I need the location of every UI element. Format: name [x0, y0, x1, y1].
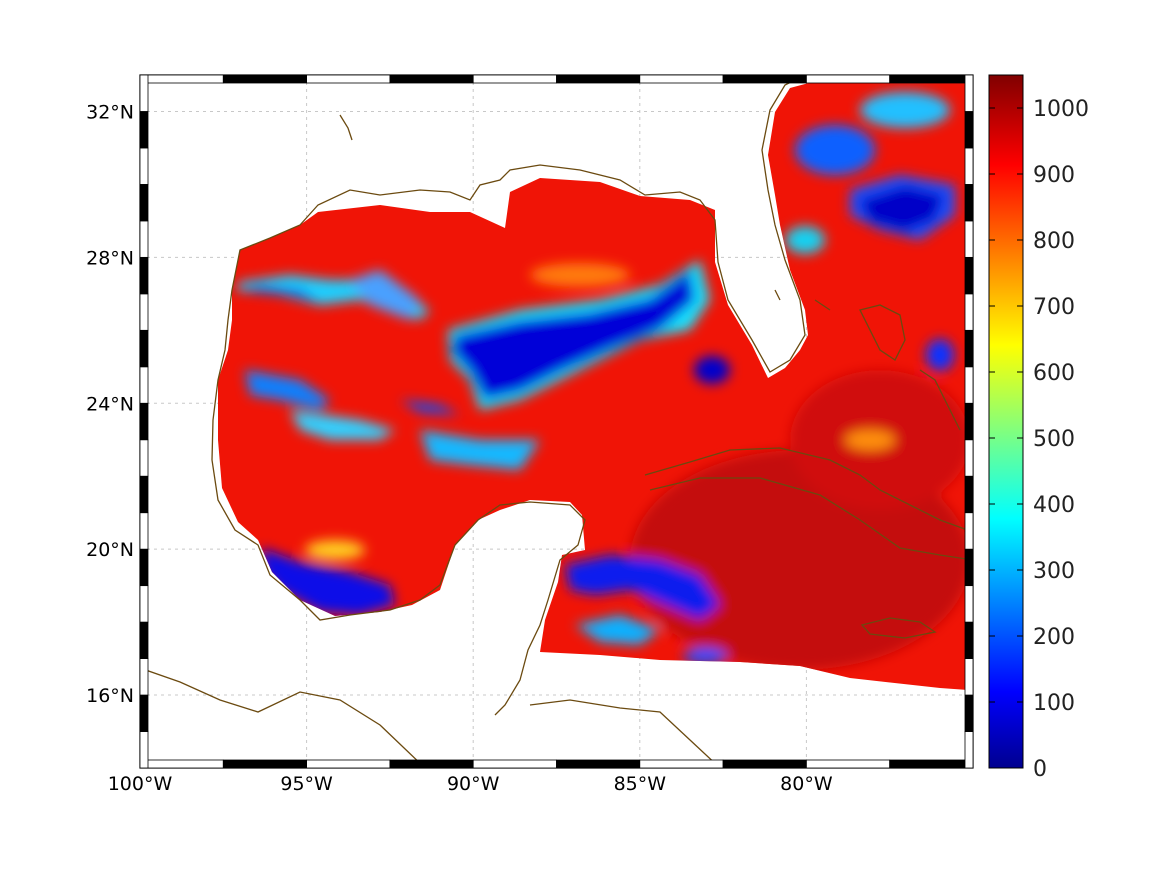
colorbar-ticks: 0 100 200 300 400 500 600 700 800 900 1000 — [989, 97, 1089, 782]
lon-tick-label-1: 95°W — [280, 773, 333, 795]
colorbar-gradient — [988, 74, 1024, 769]
lat-tick-label-1: 20°N — [86, 539, 134, 561]
frame-left-segment — [139, 256, 149, 295]
frame-right-segment — [964, 293, 974, 331]
lat-tick-label-2: 24°N — [86, 393, 134, 415]
colorbar-tick-label-6: 600 — [1033, 361, 1075, 386]
frame-right-segment — [964, 475, 974, 514]
lon-tick-label-2: 90°W — [447, 773, 500, 795]
frame-right-segment — [964, 731, 974, 769]
frame-bottom-segment — [306, 759, 391, 769]
lon-tick-label-3: 85°W — [614, 773, 667, 795]
frame-bottom-segment — [889, 759, 974, 769]
frame-left-segment — [139, 658, 149, 696]
frame-left-segment — [139, 293, 149, 331]
frame-left-segment — [139, 512, 149, 550]
colorbar-tick-label-5: 500 — [1033, 427, 1075, 452]
frame-left-segment — [139, 74, 149, 112]
lat-tick-label-3: 28°N — [86, 247, 134, 269]
frame-bottom-segment — [472, 759, 557, 769]
frame-right-segment — [964, 585, 974, 623]
frame-left-segment — [139, 439, 149, 477]
coastline — [140, 75, 973, 768]
frame-top-segment — [556, 74, 641, 84]
frame-left-segment — [139, 220, 149, 258]
frame-left-segment — [139, 731, 149, 769]
frame-top-segment — [806, 74, 891, 84]
frame-bottom-segment — [639, 759, 724, 769]
lon-tick-label-0: 100°W — [108, 773, 173, 795]
lat-tick-label-0: 16°N — [86, 685, 134, 707]
frame-top-segment — [889, 74, 974, 84]
frame-top-segment — [139, 74, 224, 84]
frame-top-segment — [472, 74, 557, 84]
frame-right-segment — [964, 111, 974, 149]
frame-right-segment — [964, 621, 974, 659]
frame-left-segment — [139, 111, 149, 149]
frame-right-segment — [964, 402, 974, 441]
frame-right-segment — [964, 184, 974, 222]
lat-tick-label-4: 32°N — [86, 101, 134, 123]
colorbar-tick-label-7: 700 — [1033, 295, 1075, 320]
frame-right-segment — [964, 329, 974, 368]
frame-right-segment — [964, 256, 974, 295]
frame-left-segment — [139, 402, 149, 441]
frame-right-segment — [964, 512, 974, 550]
frame-left-segment — [139, 548, 149, 587]
colorbar-tick-label-4: 400 — [1033, 493, 1075, 518]
frame-bottom-segment — [389, 759, 474, 769]
lon-tick-label-4: 80°W — [780, 773, 833, 795]
frame-left-segment — [139, 147, 149, 185]
colorbar-tick-label-3: 300 — [1033, 559, 1075, 584]
colorbar-tick-label-0: 0 — [1033, 757, 1047, 782]
frame-left-segment — [139, 621, 149, 659]
frame-right-segment — [964, 658, 974, 696]
colorbar: 0 100 200 300 400 500 600 700 800 900 1000 — [988, 74, 1089, 782]
colorbar-tick-label-8: 800 — [1033, 229, 1075, 254]
sea-data-field — [218, 80, 968, 690]
colorbar-tick-label-9: 900 — [1033, 163, 1075, 188]
frame-right-segment — [964, 694, 974, 732]
frame-left-segment — [139, 184, 149, 222]
frame-right-segment — [964, 366, 974, 404]
frame-bottom-segment — [139, 759, 224, 769]
frame-top-segment — [222, 74, 308, 84]
frame-left-segment — [139, 366, 149, 404]
frame-bottom-segment — [806, 759, 891, 769]
frame-right-segment — [964, 74, 974, 112]
frame-bottom-segment — [556, 759, 641, 769]
frame-left-segment — [139, 475, 149, 514]
frame-top-segment — [389, 74, 474, 84]
frame-top-segment — [722, 74, 807, 84]
frame-left-segment — [139, 329, 149, 368]
frame-right-segment — [964, 147, 974, 185]
frame-top-segment — [306, 74, 391, 84]
colorbar-tick-label-10: 1000 — [1033, 97, 1089, 122]
frame-right-segment — [964, 439, 974, 477]
frame-bottom-segment — [722, 759, 807, 769]
frame-bottom-segment — [222, 759, 308, 769]
colorbar-tick-label-1: 100 — [1033, 691, 1075, 716]
frame-right-segment — [964, 548, 974, 587]
frame-left-segment — [139, 694, 149, 732]
frame-right-segment — [964, 220, 974, 258]
checkered-frame — [139, 74, 974, 769]
frame-top-segment — [639, 74, 724, 84]
frame-left-segment — [139, 585, 149, 623]
colorbar-tick-label-2: 200 — [1033, 625, 1075, 650]
latitude-tick-labels: 16°N 20°N 24°N 28°N 32°N — [86, 101, 134, 707]
longitude-tick-labels: 100°W 95°W 90°W 85°W 80°W — [108, 773, 833, 795]
